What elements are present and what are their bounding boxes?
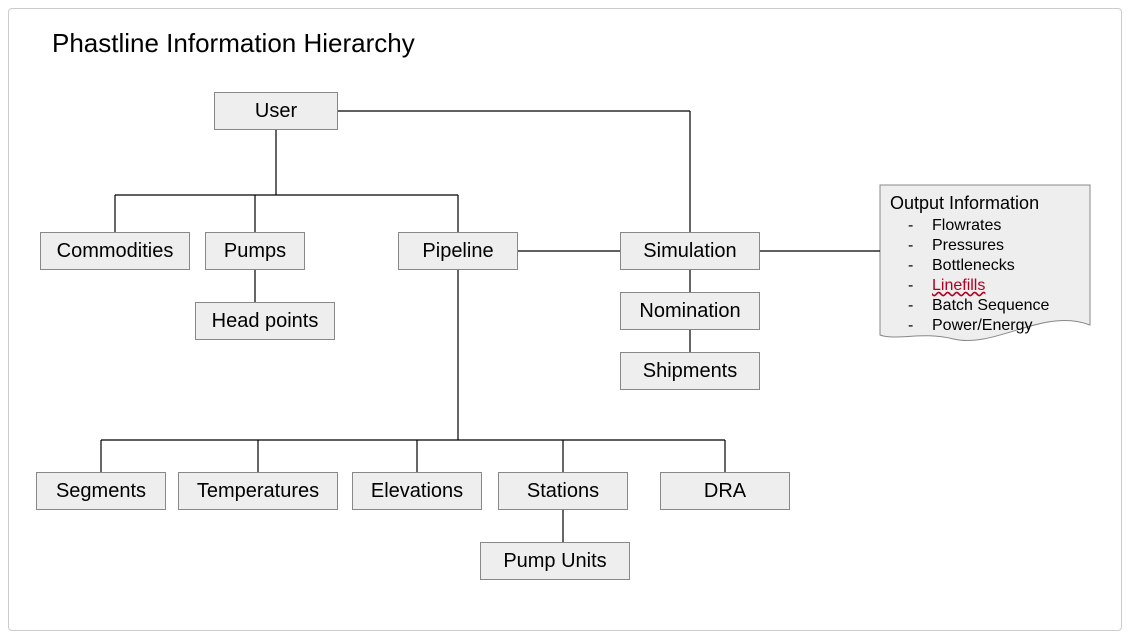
node-pumpunits: Pump Units xyxy=(480,542,630,580)
node-nomination: Nomination xyxy=(620,292,760,330)
node-elevations: Elevations xyxy=(352,472,482,510)
diagram-title: Phastline Information Hierarchy xyxy=(52,28,415,59)
node-segments: Segments xyxy=(36,472,166,510)
node-pipeline: Pipeline xyxy=(398,232,518,270)
output-note-list: Flowrates Pressures Bottlenecks Linefill… xyxy=(890,216,1080,336)
node-headpoints: Head points xyxy=(195,302,335,340)
output-item-batchseq: Batch Sequence xyxy=(908,296,1080,316)
node-commodities: Commodities xyxy=(40,232,190,270)
output-note: Output Information Flowrates Pressures B… xyxy=(880,185,1090,335)
output-item-power: Power/Energy xyxy=(908,316,1080,336)
output-note-title: Output Information xyxy=(890,193,1080,214)
node-user: User xyxy=(214,92,338,130)
node-shipments: Shipments xyxy=(620,352,760,390)
diagram-canvas: Phastline Information Hierarchy User Com… xyxy=(0,0,1130,639)
output-item-bottlenecks: Bottlenecks xyxy=(908,256,1080,276)
node-pumps: Pumps xyxy=(205,232,305,270)
output-item-pressures: Pressures xyxy=(908,236,1080,256)
node-dra: DRA xyxy=(660,472,790,510)
node-temperatures: Temperatures xyxy=(178,472,338,510)
output-item-flowrates: Flowrates xyxy=(908,216,1080,236)
node-simulation: Simulation xyxy=(620,232,760,270)
node-stations: Stations xyxy=(498,472,628,510)
output-item-linefills: Linefills xyxy=(908,276,1080,296)
